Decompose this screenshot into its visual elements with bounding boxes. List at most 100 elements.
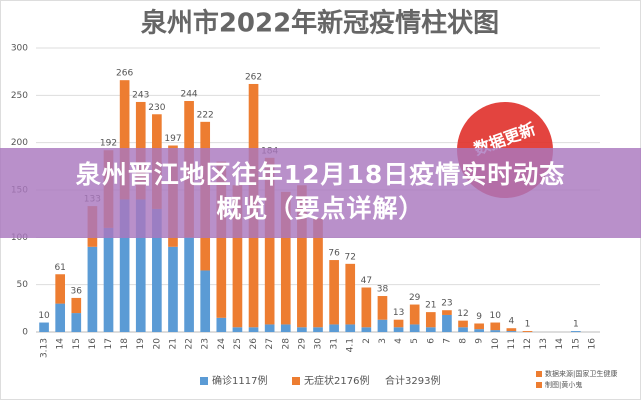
x-tick-label: 8 [459, 338, 469, 344]
bar [329, 260, 339, 325]
bar [71, 313, 82, 332]
bar [409, 324, 420, 332]
bar [313, 218, 323, 328]
bar [264, 157, 275, 325]
total-label: 29 [409, 293, 421, 303]
bar [490, 322, 501, 331]
bar [425, 312, 436, 328]
bar [345, 324, 356, 332]
x-tick-label: 19 [136, 338, 146, 350]
bar [313, 327, 323, 332]
bar [570, 331, 581, 332]
legend-swatch [292, 377, 300, 385]
x-tick-label: 9 [475, 338, 485, 344]
total-label: 10 [490, 311, 502, 321]
banner-line: 概览（要点详解） [216, 194, 425, 223]
bar [297, 185, 307, 328]
bar [425, 327, 436, 332]
total-label: 243 [132, 90, 149, 100]
total-label: 10 [38, 311, 50, 321]
total-label: 4 [509, 317, 515, 327]
total-label: 222 [197, 110, 214, 120]
bar [232, 185, 243, 328]
y-tick-label: 250 [11, 91, 28, 101]
x-tick-label: 23 [201, 338, 211, 349]
bar [87, 246, 98, 332]
bar [474, 329, 484, 332]
x-tick-label: 31 [330, 338, 340, 349]
bar [393, 319, 404, 328]
x-tick-label: 4 [394, 338, 404, 344]
total-label: 47 [361, 276, 372, 286]
bar [216, 317, 227, 332]
total-label: 21 [425, 301, 436, 311]
bar [71, 297, 82, 314]
bar [361, 287, 372, 328]
bar [280, 191, 291, 325]
total-label: 230 [148, 103, 165, 113]
bar [442, 310, 452, 315]
x-tick-label: 3 [378, 338, 388, 344]
total-label: 266 [116, 69, 133, 79]
bar [506, 328, 517, 332]
bar [442, 314, 452, 332]
x-tick-label: 14 [56, 338, 66, 350]
legend-label: 确诊1117例 [212, 374, 267, 387]
bar [522, 331, 533, 332]
x-tick-label: 17 [104, 338, 114, 349]
bar [39, 322, 49, 332]
x-tick-label: 6 [426, 338, 436, 344]
bar [55, 303, 66, 332]
x-tick-label: 28 [281, 338, 291, 350]
total-label: 192 [100, 139, 117, 149]
source-text: 制图|黄小鬼 [545, 380, 582, 389]
bar [200, 270, 211, 332]
x-tick-label: 15 [72, 338, 82, 349]
x-tick-label: 7 [442, 338, 452, 344]
bar [377, 296, 388, 320]
x-tick-label: 18 [120, 338, 130, 350]
total-label: 36 [71, 286, 83, 296]
total-label: 38 [377, 285, 389, 295]
x-tick-label: 22 [185, 338, 195, 349]
bar [184, 237, 194, 332]
legend-swatch [200, 377, 208, 385]
x-tick-label: 30 [314, 338, 324, 350]
x-tick-label: 14 [555, 338, 565, 350]
bar [474, 323, 484, 330]
x-tick-label: 3.13 [40, 338, 50, 358]
x-tick-label: 29 [297, 338, 307, 350]
bar [490, 330, 501, 332]
x-tick-label: 12 [523, 338, 533, 349]
source-icon [536, 371, 542, 377]
bar [248, 327, 259, 332]
y-tick-label: 200 [11, 138, 28, 148]
legend-label: 无症状2176例 [304, 374, 369, 387]
bar [119, 80, 130, 200]
bar [297, 327, 307, 332]
x-tick-label: 16 [88, 338, 98, 350]
banner: 泉州晋江地区往年12月18日疫情实时动态 概览（要点详解） [0, 148, 641, 238]
x-tick-label: 25 [233, 338, 243, 349]
x-tick-label: 11 [507, 338, 517, 349]
bar [152, 208, 162, 332]
bar [103, 227, 114, 332]
banner-line: 泉州晋江地区往年12月18日疫情实时动态 [75, 160, 566, 189]
bar [216, 161, 227, 318]
y-tick-label: 50 [17, 280, 29, 290]
x-tick-label: 2 [362, 338, 372, 344]
bar [393, 327, 404, 332]
chart-title: 泉州市2022年新冠疫情柱状图 [141, 8, 499, 39]
x-tick-label: 26 [249, 338, 259, 350]
source-icon [536, 382, 542, 388]
y-tick-label: 300 [11, 44, 28, 54]
total-label: 1 [573, 320, 579, 330]
x-tick-label: 24 [217, 338, 227, 350]
bar [458, 320, 468, 328]
bar [264, 324, 275, 332]
bar [280, 324, 291, 332]
y-tick-label: 0 [22, 328, 28, 338]
x-tick-label: 20 [152, 338, 162, 350]
bar [345, 263, 356, 325]
